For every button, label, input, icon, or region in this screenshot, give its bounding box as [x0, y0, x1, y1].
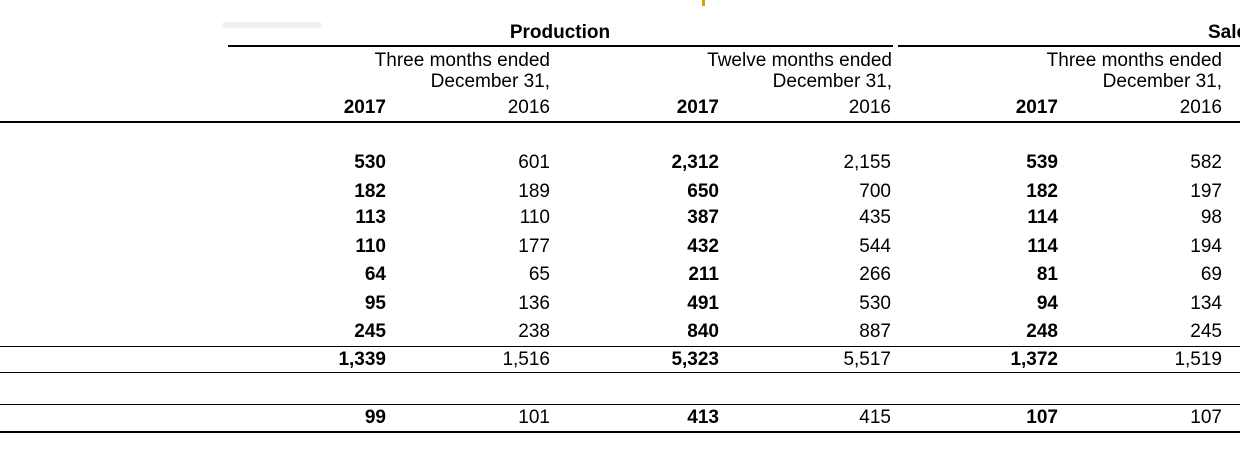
total-cell: 5,517 [843, 349, 891, 370]
group3-line1: Three months ended [1046, 50, 1222, 71]
table-cell: 94 [1036, 293, 1058, 314]
table-cell: 95 [364, 293, 386, 314]
table-cell: 700 [859, 181, 891, 202]
table-cell: 530 [859, 293, 891, 314]
sales-header: Sale [1208, 22, 1240, 43]
extra-cell: 107 [1026, 407, 1058, 428]
table-cell: 435 [859, 207, 891, 228]
table-cell: 197 [1190, 181, 1222, 202]
scan-artifact [222, 22, 322, 28]
year-header: 2016 [848, 97, 891, 118]
total-rule [0, 346, 1240, 347]
total-cell: 1,372 [1010, 349, 1058, 370]
sales-rule [898, 45, 1240, 47]
table-cell: 69 [1200, 264, 1222, 285]
total-underline [0, 372, 1240, 373]
table-cell: 245 [1190, 321, 1222, 342]
table-cell: 2,312 [671, 152, 719, 173]
year-header: 2017 [1015, 97, 1058, 118]
year-header: 2017 [676, 97, 719, 118]
total-cell: 1,339 [338, 349, 386, 370]
table-cell: 650 [687, 181, 719, 202]
table-cell: 81 [1036, 264, 1058, 285]
table-cell: 432 [687, 236, 719, 257]
table-cell: 114 [1027, 207, 1058, 228]
extra-cell: 101 [518, 407, 550, 428]
table-cell: 189 [518, 181, 550, 202]
extra-cell: 415 [859, 407, 891, 428]
table-cell: 134 [1190, 293, 1222, 314]
header-rule [0, 121, 1240, 123]
group1-line2: December 31, [430, 71, 550, 92]
table-cell: 601 [518, 152, 550, 173]
table-cell: 64 [364, 264, 386, 285]
cropped-mark [702, 0, 705, 6]
table-cell: 530 [354, 152, 386, 173]
table-cell: 491 [687, 293, 719, 314]
year-header: 2016 [507, 97, 550, 118]
table-cell: 539 [1026, 152, 1058, 173]
bottom-rule [0, 431, 1240, 433]
table-cell: 211 [688, 264, 719, 285]
extra-rule [0, 404, 1240, 405]
table-cell: 238 [518, 321, 550, 342]
table-cell: 266 [859, 264, 891, 285]
group1-line1: Three months ended [374, 50, 550, 71]
table-cell: 98 [1200, 207, 1222, 228]
production-header: Production [509, 22, 611, 43]
total-cell: 1,516 [502, 349, 550, 370]
group3-line2: December 31, [1102, 71, 1222, 92]
table-cell: 194 [1190, 236, 1222, 257]
year-header: 2016 [1179, 97, 1222, 118]
table-cell: 840 [687, 321, 719, 342]
table-cell: 110 [355, 236, 386, 257]
table-cell: 887 [859, 321, 891, 342]
table-cell: 582 [1190, 152, 1222, 173]
table-cell: 65 [528, 264, 550, 285]
table-cell: 387 [687, 207, 719, 228]
table-cell: 114 [1027, 236, 1058, 257]
table-cell: 177 [518, 236, 550, 257]
table-cell: 136 [518, 293, 550, 314]
table-cell: 2,155 [843, 152, 891, 173]
table-cell: 248 [1026, 321, 1058, 342]
total-cell: 5,323 [671, 349, 719, 370]
production-rule [228, 45, 893, 47]
table-cell: 182 [354, 181, 386, 202]
total-cell: 1,519 [1174, 349, 1222, 370]
group2-line2: December 31, [772, 71, 892, 92]
table-cell: 113 [355, 207, 386, 228]
extra-cell: 107 [1190, 407, 1222, 428]
extra-cell: 413 [687, 407, 719, 428]
table-cell: 182 [1026, 181, 1058, 202]
year-header: 2017 [343, 97, 386, 118]
group2-line1: Twelve months ended [707, 50, 892, 71]
table-cell: 245 [354, 321, 386, 342]
table-cell: 544 [859, 236, 891, 257]
table-cell: 110 [519, 207, 550, 228]
extra-cell: 99 [364, 407, 386, 428]
